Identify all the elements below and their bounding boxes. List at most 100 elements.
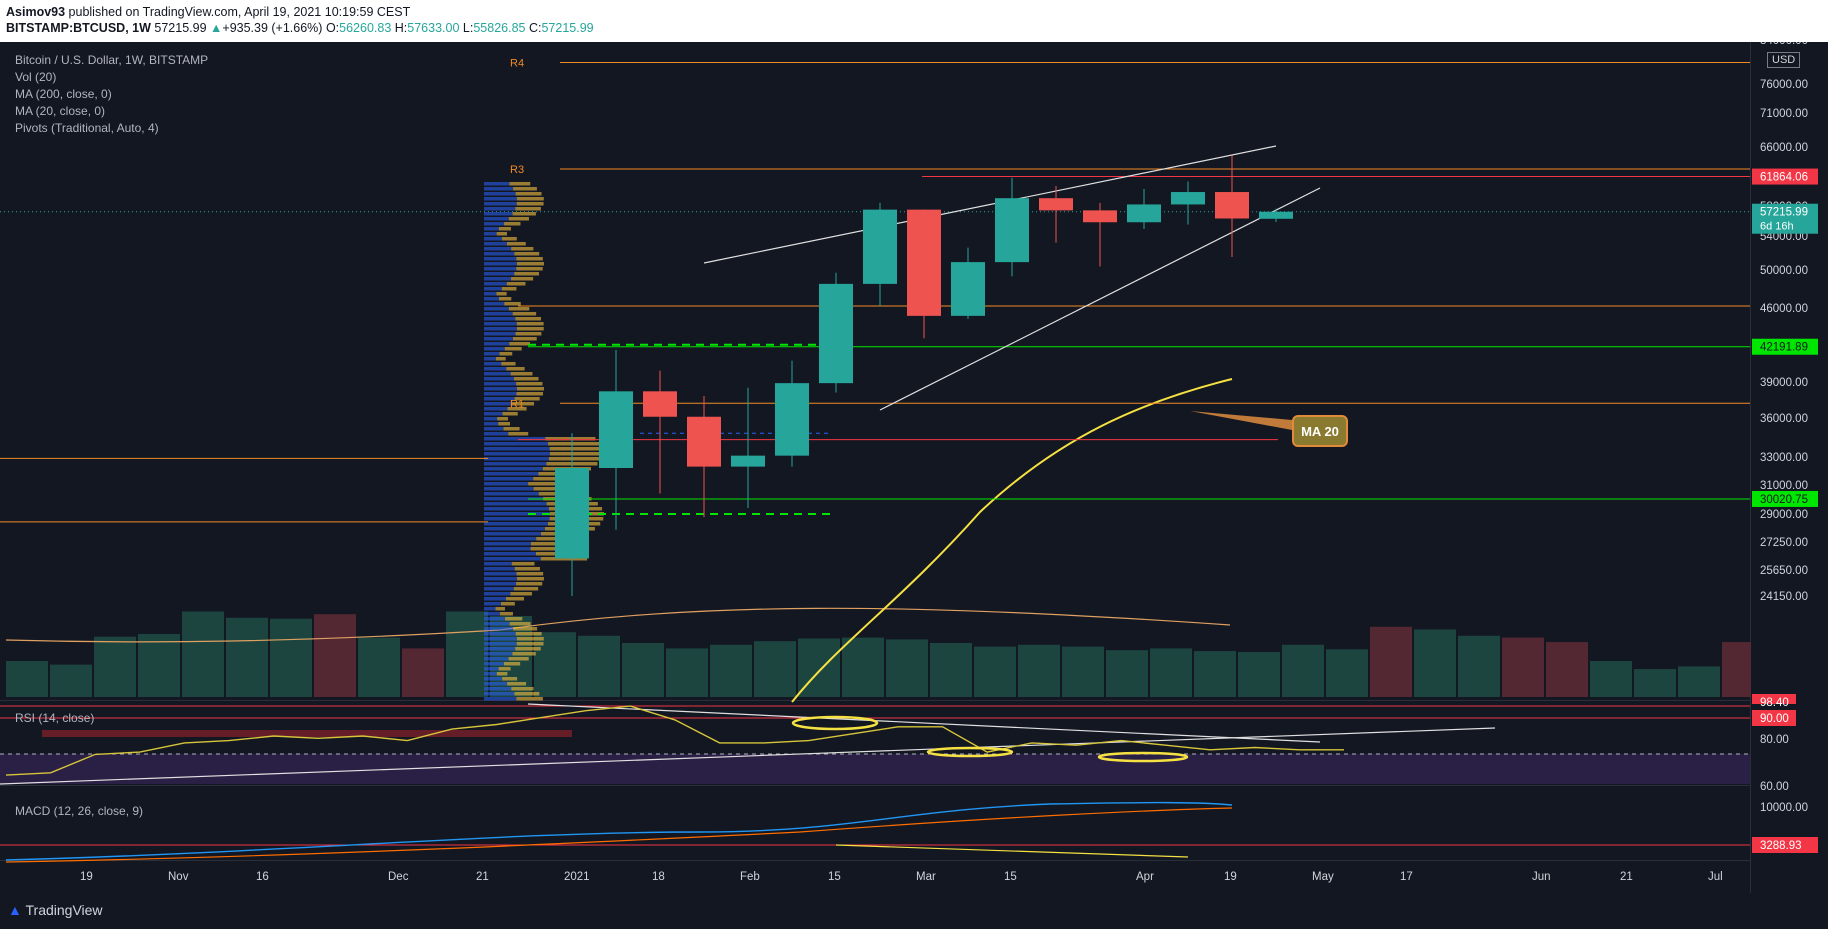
volume-profile-bar	[484, 657, 509, 661]
candle-body	[907, 209, 941, 316]
currency-badge[interactable]: USD	[1767, 52, 1801, 68]
volume-profile-bar	[495, 357, 506, 361]
time-tick-label: Nov	[168, 871, 189, 883]
ohlc-line: BITSTAMP:BTCUSD, 1W 57215.99 ▲+935.39 (+…	[6, 21, 594, 35]
volume-bar	[1414, 629, 1456, 697]
time-tick-label: 16	[256, 871, 269, 883]
candle-body	[1171, 192, 1205, 205]
candle-body	[1127, 204, 1161, 223]
volume-profile-bar	[484, 427, 504, 431]
volume-bar	[1502, 637, 1544, 697]
rsi-badge	[1752, 694, 1796, 704]
chart-title[interactable]: Bitcoin / U.S. Dollar, 1W, BITSTAMP	[15, 53, 209, 67]
volume-profile	[484, 182, 604, 701]
volume-profile-bar	[516, 257, 543, 261]
time-tick-label: May	[1312, 871, 1334, 883]
candle-body	[731, 455, 765, 467]
volume-profile-bar	[516, 697, 543, 701]
volume-bar	[1106, 650, 1148, 697]
volume-profile-bar	[484, 662, 504, 666]
ma200-line	[5, 607, 1231, 643]
volume-bar	[1370, 626, 1412, 697]
volume-bar	[1634, 669, 1676, 697]
volume-bar	[842, 637, 884, 697]
volume-profile-bar	[484, 457, 549, 461]
volume-profile-bar	[484, 387, 517, 391]
legend-ma20[interactable]: MA (20, close, 0)	[15, 104, 106, 118]
rsi-separator	[0, 700, 1750, 701]
volume-profile-bar	[484, 447, 550, 451]
macd-pane	[0, 801, 1750, 863]
volume-profile-bar	[484, 282, 507, 286]
volume-profile-bar	[484, 532, 542, 536]
volume-profile-bar	[484, 307, 509, 311]
volume-profile-bar	[484, 542, 531, 546]
volume-profile-bar	[484, 622, 510, 626]
time-tick-label: 19	[80, 871, 93, 883]
volume-profile-bar	[504, 347, 522, 351]
volume-profile-bar	[484, 312, 513, 316]
time-tick-label: Feb	[740, 871, 760, 883]
volume-profile-bar	[484, 197, 517, 201]
volume-profile-bar	[511, 277, 534, 281]
macd-legend[interactable]: MACD (12, 26, close, 9)	[15, 804, 144, 818]
time-tick-label: 2021	[564, 871, 590, 883]
volume-profile-bar	[508, 217, 529, 221]
legend-ma200[interactable]: MA (200, close, 0)	[15, 87, 112, 101]
volume-profile-bar	[484, 572, 517, 576]
volume-profile-bar	[501, 287, 517, 291]
time-tick-label: 21	[476, 871, 489, 883]
rsi-badge	[1752, 710, 1796, 726]
chart-grid	[0, 42, 1828, 893]
volume-profile-bar	[484, 577, 517, 581]
ma20-callout[interactable]: MA 20	[1292, 415, 1348, 447]
rsi-tick-label: 98.40	[1760, 697, 1789, 709]
volume-profile-bar	[508, 657, 529, 661]
volume-profile-bar	[484, 512, 550, 516]
tradingview-logo[interactable]: ▲ TradingView	[8, 902, 103, 918]
volume-profile-bar	[516, 197, 544, 201]
macd-line	[5, 801, 1233, 861]
price-tick-label: 76000.00	[1760, 79, 1808, 91]
volume-profile-bar	[484, 612, 500, 616]
volume-profile-bar	[513, 587, 539, 591]
volume-profile-bar	[484, 332, 516, 336]
rsi-highlight-ellipse	[926, 746, 1014, 758]
volume-bar	[446, 611, 488, 697]
volume-profile-bar	[508, 307, 530, 311]
volume-bar	[314, 614, 356, 697]
volume-profile-bar	[484, 407, 508, 411]
volume-profile-bar	[499, 297, 512, 301]
volume-profile-bar	[484, 587, 514, 591]
signal-line	[5, 807, 1233, 863]
published-text: published on TradingView.com, April 19, …	[68, 5, 411, 19]
volume-bar	[534, 632, 576, 697]
volume-profile-bar	[512, 337, 537, 341]
volume-profile-bar	[503, 662, 521, 666]
author-name[interactable]: Asimov93	[6, 5, 66, 19]
volume-bar	[1546, 642, 1588, 697]
price-chart[interactable]: R4 R3 R1 84000.00 76000.00 71000.00 66000.00 5…	[0, 42, 1828, 893]
rsi-pane	[0, 703, 1750, 785]
volume-profile-bar	[484, 327, 517, 331]
volume-profile-bar	[484, 302, 505, 306]
volume-profile-bar	[502, 677, 518, 681]
volume-bar	[578, 635, 620, 697]
time-tick-label: Apr	[1136, 871, 1154, 883]
volume-profile-bar	[484, 362, 502, 366]
callout-pointer	[1190, 411, 1292, 430]
axes: 84000.0076000.0071000.0066000.0058000.00…	[80, 42, 1828, 893]
macd-tick-label: 3288.93	[1760, 840, 1802, 852]
legend-vol[interactable]: Vol (20)	[15, 70, 57, 84]
volume-profile-bar	[484, 692, 515, 696]
rsi-highlight-ellipse	[791, 715, 879, 731]
volume-profile-bar	[484, 227, 499, 231]
price-tick-label: 36000.00	[1760, 413, 1808, 425]
rsi-legend[interactable]: RSI (14, close)	[15, 711, 95, 725]
legend-pivots[interactable]: Pivots (Traditional, Auto, 4)	[15, 121, 159, 135]
volume-profile-bar	[484, 527, 545, 531]
volume-profile-bar	[484, 257, 517, 261]
author-line: Asimov93 published on TradingView.com, A…	[6, 5, 410, 19]
volume-profile-bar	[514, 397, 540, 401]
time-tick-label: 15	[1004, 871, 1017, 883]
